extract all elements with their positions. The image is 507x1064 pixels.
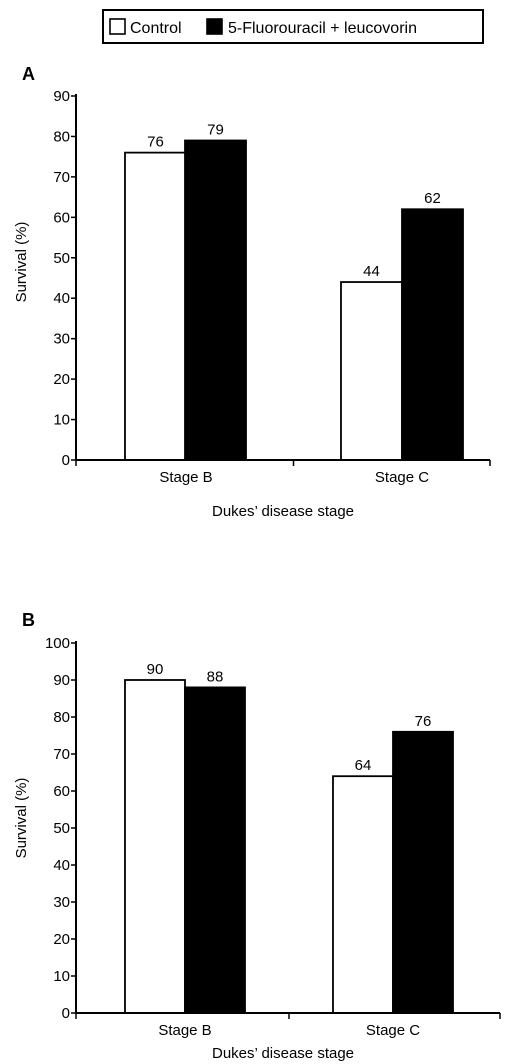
data-label: 90 bbox=[147, 661, 164, 678]
y-tick-label: 30 bbox=[53, 331, 70, 348]
bars bbox=[124, 139, 464, 461]
data-label: 79 bbox=[207, 121, 224, 138]
data-labels: 76 44 79 62 bbox=[147, 121, 441, 280]
y-axis-ticks: 0 10 20 30 40 50 60 70 80 90 100 bbox=[45, 635, 76, 1022]
bar-control bbox=[332, 775, 394, 1014]
bars bbox=[124, 679, 454, 1014]
panel-label: B bbox=[22, 610, 35, 630]
x-axis-categories: Stage B Stage C bbox=[75, 1013, 501, 1039]
x-tick-label: Stage B bbox=[158, 1022, 211, 1039]
chart-panel-a: A Survival (%) Dukes’ disease stage 0 10 2… bbox=[13, 64, 491, 520]
y-tick-label: 80 bbox=[53, 709, 70, 726]
y-axis-label: Survival (%) bbox=[13, 222, 30, 303]
bar-treatment bbox=[184, 139, 247, 461]
legend-swatch-control bbox=[109, 18, 126, 35]
y-tick-label: 50 bbox=[53, 250, 70, 267]
y-tick-label: 60 bbox=[53, 209, 70, 226]
y-tick-label: 20 bbox=[53, 931, 70, 948]
bar-control bbox=[340, 281, 403, 461]
x-tick-label: Stage B bbox=[159, 469, 212, 486]
bar-treatment bbox=[392, 730, 454, 1014]
y-tick-label: 30 bbox=[53, 894, 70, 911]
panel-label: A bbox=[22, 64, 35, 84]
y-tick-label: 0 bbox=[62, 452, 70, 469]
legend-box bbox=[102, 9, 484, 44]
y-tick-label: 10 bbox=[53, 412, 70, 429]
x-tick-label: Stage C bbox=[375, 469, 429, 486]
y-tick-label: 90 bbox=[53, 88, 70, 105]
data-label: 44 bbox=[363, 263, 380, 280]
x-axis-categories: Stage B Stage C bbox=[75, 460, 491, 486]
data-label: 62 bbox=[424, 190, 441, 207]
y-tick-label: 0 bbox=[62, 1005, 70, 1022]
y-axis-label: Survival (%) bbox=[13, 778, 30, 859]
y-tick-label: 20 bbox=[53, 371, 70, 388]
y-tick-label: 100 bbox=[45, 635, 70, 652]
axes bbox=[75, 94, 490, 461]
chart-panel-b: B Survival (%) Dukes’ disease stage 0 10 2… bbox=[13, 610, 501, 1062]
y-tick-label: 60 bbox=[53, 783, 70, 800]
data-label: 64 bbox=[355, 757, 372, 774]
legend-swatch-treatment bbox=[206, 18, 223, 35]
y-tick-label: 10 bbox=[53, 968, 70, 985]
data-label: 76 bbox=[415, 713, 432, 730]
bar-treatment bbox=[184, 686, 246, 1014]
y-tick-label: 40 bbox=[53, 857, 70, 874]
x-axis-label: Dukes’ disease stage bbox=[212, 1045, 354, 1062]
y-tick-label: 90 bbox=[53, 672, 70, 689]
data-labels: 90 64 88 76 bbox=[147, 661, 432, 774]
legend-label-treatment: 5-Fluorouracil + leucovorin bbox=[228, 20, 417, 37]
y-tick-label: 80 bbox=[53, 128, 70, 145]
y-tick-label: 70 bbox=[53, 169, 70, 186]
data-label: 76 bbox=[147, 134, 164, 151]
legend-label-control: Control bbox=[130, 20, 182, 37]
data-label: 88 bbox=[207, 668, 224, 685]
bar-control bbox=[124, 679, 186, 1014]
x-tick-label: Stage C bbox=[366, 1022, 420, 1039]
x-axis-label: Dukes’ disease stage bbox=[212, 503, 354, 520]
bar-treatment bbox=[401, 208, 464, 461]
y-tick-label: 70 bbox=[53, 746, 70, 763]
bar-control bbox=[124, 151, 187, 461]
axes bbox=[75, 641, 500, 1014]
legend: Control 5-Fluorouracil + leucovorin bbox=[102, 9, 484, 44]
y-axis-ticks: 0 10 20 30 40 50 60 70 80 90 bbox=[53, 88, 76, 469]
y-tick-label: 40 bbox=[53, 290, 70, 307]
y-tick-label: 50 bbox=[53, 820, 70, 837]
